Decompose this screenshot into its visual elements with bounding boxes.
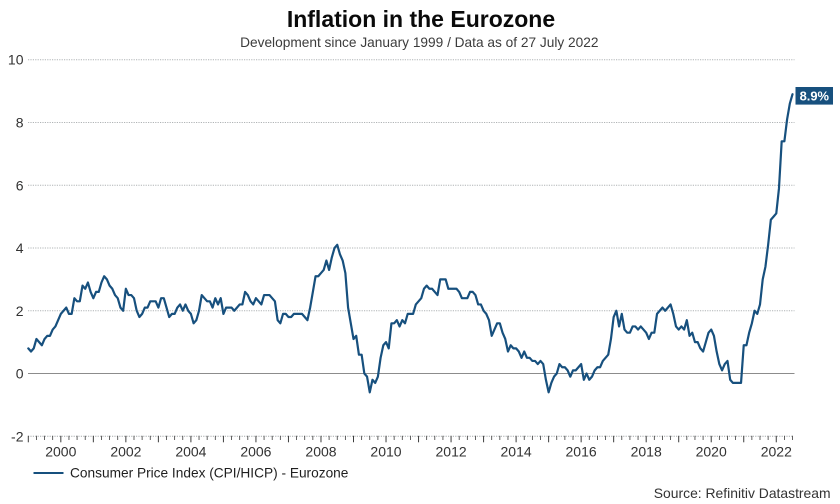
svg-text:2004: 2004 (175, 443, 206, 459)
svg-text:2014: 2014 (501, 443, 532, 459)
svg-text:2000: 2000 (45, 443, 76, 459)
svg-text:-2: -2 (11, 428, 24, 444)
svg-text:Consumer Price Index (CPI/HICP: Consumer Price Index (CPI/HICP) - Eurozo… (70, 465, 348, 480)
svg-text:2010: 2010 (370, 443, 401, 459)
svg-text:2012: 2012 (436, 443, 467, 459)
svg-text:0: 0 (16, 366, 24, 382)
svg-text:6: 6 (16, 177, 24, 193)
svg-text:2020: 2020 (696, 443, 727, 459)
svg-text:2022: 2022 (761, 443, 792, 459)
svg-text:2016: 2016 (566, 443, 597, 459)
svg-text:2: 2 (16, 303, 24, 319)
svg-text:Inflation in the Eurozone: Inflation in the Eurozone (287, 6, 555, 32)
svg-text:4: 4 (16, 240, 24, 256)
svg-text:Source: Refinitiv Datastream: Source: Refinitiv Datastream (654, 485, 831, 501)
svg-text:2018: 2018 (631, 443, 662, 459)
svg-text:10: 10 (8, 52, 24, 68)
svg-text:8: 8 (16, 115, 24, 131)
svg-text:2002: 2002 (110, 443, 141, 459)
svg-text:8.9%: 8.9% (800, 88, 830, 103)
svg-text:2008: 2008 (305, 443, 336, 459)
svg-text:2006: 2006 (240, 443, 271, 459)
svg-text:Development since January 1999: Development since January 1999 / Data as… (240, 35, 598, 50)
